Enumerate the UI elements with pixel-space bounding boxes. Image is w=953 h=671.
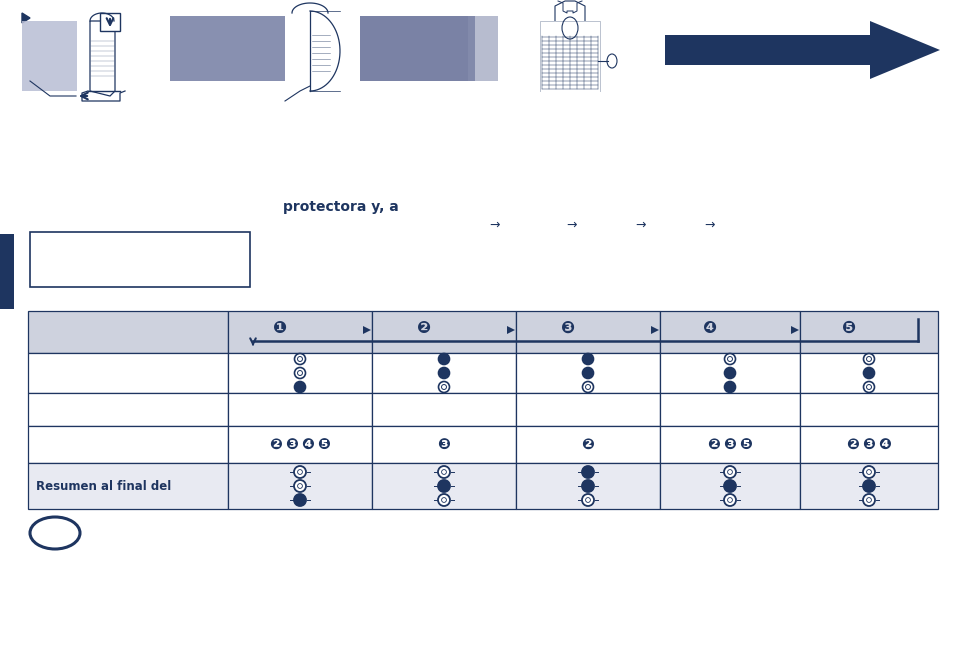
Circle shape bbox=[723, 494, 735, 506]
Circle shape bbox=[438, 354, 449, 364]
Circle shape bbox=[437, 466, 450, 478]
Bar bbox=[372, 311, 516, 353]
Bar bbox=[28, 311, 228, 353]
Circle shape bbox=[862, 368, 874, 378]
Bar bbox=[228, 426, 372, 463]
Bar bbox=[28, 393, 228, 426]
Bar bbox=[800, 463, 937, 509]
Bar bbox=[800, 426, 937, 463]
Text: →: → bbox=[635, 219, 645, 231]
Polygon shape bbox=[363, 326, 371, 334]
Bar bbox=[228, 353, 372, 393]
Polygon shape bbox=[869, 21, 939, 79]
Text: ❷: ❷ bbox=[845, 437, 859, 452]
Bar bbox=[372, 353, 516, 393]
Bar bbox=[516, 463, 659, 509]
Bar bbox=[800, 393, 937, 426]
Circle shape bbox=[438, 368, 449, 378]
Text: →: → bbox=[566, 219, 577, 231]
Circle shape bbox=[294, 466, 306, 478]
Circle shape bbox=[437, 494, 450, 506]
Bar bbox=[228, 463, 372, 509]
Text: ❸: ❸ bbox=[560, 319, 575, 337]
Circle shape bbox=[723, 368, 735, 378]
Text: protectora y, a: protectora y, a bbox=[283, 200, 398, 214]
Bar bbox=[0, 234, 14, 309]
Bar bbox=[372, 463, 516, 509]
Bar bbox=[170, 16, 285, 81]
Circle shape bbox=[581, 494, 594, 506]
Circle shape bbox=[437, 480, 450, 492]
Text: ❹: ❹ bbox=[878, 437, 890, 452]
Text: ❹: ❹ bbox=[702, 319, 717, 337]
Polygon shape bbox=[22, 13, 30, 23]
Circle shape bbox=[862, 480, 874, 492]
Circle shape bbox=[438, 382, 449, 393]
Circle shape bbox=[862, 466, 874, 478]
Circle shape bbox=[582, 354, 593, 364]
Bar bbox=[516, 426, 659, 463]
Circle shape bbox=[294, 382, 305, 393]
Bar bbox=[359, 16, 475, 81]
Bar bbox=[659, 353, 800, 393]
Circle shape bbox=[581, 480, 594, 492]
Text: ❸: ❸ bbox=[862, 437, 875, 452]
Text: ❷: ❷ bbox=[270, 437, 282, 452]
Circle shape bbox=[294, 480, 306, 492]
Text: →: → bbox=[489, 219, 499, 231]
Text: ❸: ❸ bbox=[437, 437, 450, 452]
Bar bbox=[659, 393, 800, 426]
Bar bbox=[800, 353, 937, 393]
Bar bbox=[664, 35, 869, 65]
Circle shape bbox=[723, 480, 735, 492]
Text: ❺: ❺ bbox=[739, 437, 752, 452]
Bar bbox=[228, 311, 372, 353]
Text: →: → bbox=[704, 219, 715, 231]
Text: ❷: ❷ bbox=[581, 437, 594, 452]
Circle shape bbox=[294, 354, 305, 364]
Circle shape bbox=[581, 466, 594, 478]
Bar bbox=[468, 16, 497, 81]
Circle shape bbox=[862, 494, 874, 506]
Circle shape bbox=[582, 368, 593, 378]
Text: ❷: ❷ bbox=[416, 319, 431, 337]
Bar bbox=[28, 353, 228, 393]
Circle shape bbox=[294, 494, 306, 506]
Text: ❸: ❸ bbox=[722, 437, 736, 452]
Circle shape bbox=[723, 354, 735, 364]
Bar bbox=[372, 393, 516, 426]
Bar bbox=[800, 311, 937, 353]
Bar bbox=[228, 393, 372, 426]
Text: ❹: ❹ bbox=[301, 437, 314, 452]
Bar bbox=[659, 311, 800, 353]
Text: ❺: ❺ bbox=[841, 319, 855, 337]
Bar bbox=[28, 426, 228, 463]
Polygon shape bbox=[790, 326, 799, 334]
Polygon shape bbox=[650, 326, 659, 334]
Bar bbox=[516, 353, 659, 393]
Bar bbox=[22, 21, 77, 91]
Circle shape bbox=[723, 466, 735, 478]
Circle shape bbox=[723, 382, 735, 393]
Text: ❶: ❶ bbox=[273, 319, 287, 337]
Text: Resumen al final del: Resumen al final del bbox=[36, 480, 172, 493]
Polygon shape bbox=[506, 326, 515, 334]
Bar bbox=[372, 426, 516, 463]
Bar bbox=[659, 426, 800, 463]
Text: ❷: ❷ bbox=[707, 437, 720, 452]
Bar bbox=[659, 463, 800, 509]
Bar bbox=[30, 232, 250, 287]
Bar bbox=[516, 393, 659, 426]
Ellipse shape bbox=[606, 54, 617, 68]
Text: ❸: ❸ bbox=[285, 437, 298, 452]
Bar bbox=[100, 13, 120, 31]
Bar bbox=[516, 311, 659, 353]
Circle shape bbox=[582, 382, 593, 393]
Bar bbox=[28, 463, 228, 509]
Text: ❺: ❺ bbox=[317, 437, 330, 452]
Circle shape bbox=[294, 368, 305, 378]
Circle shape bbox=[862, 382, 874, 393]
Circle shape bbox=[862, 354, 874, 364]
